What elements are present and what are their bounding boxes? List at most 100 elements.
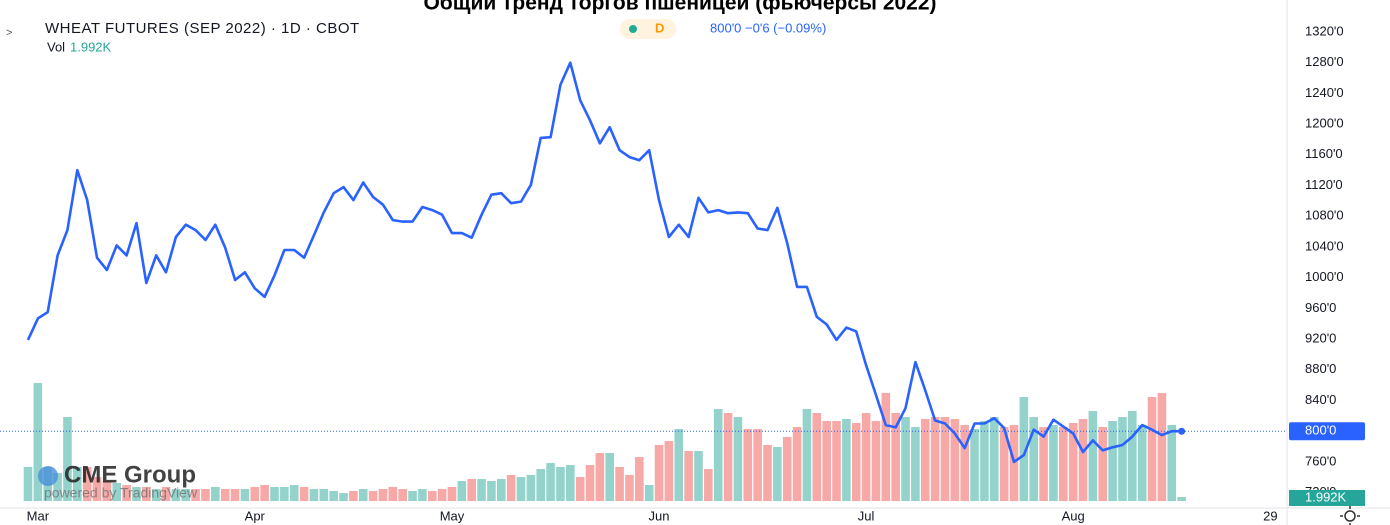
price-label-box bbox=[1289, 422, 1365, 441]
volume-bar bbox=[1137, 425, 1147, 501]
volume-layer bbox=[23, 383, 1186, 501]
volume-bar bbox=[763, 445, 772, 501]
volume-bar bbox=[161, 487, 171, 501]
volume-bar bbox=[595, 453, 605, 501]
volume-bar bbox=[635, 457, 644, 501]
volume-bar bbox=[950, 419, 960, 501]
volume-bar bbox=[1118, 417, 1127, 501]
x-tick-label: May bbox=[440, 508, 465, 523]
volume-bar bbox=[211, 487, 220, 501]
volume-bar bbox=[980, 421, 989, 501]
volume-bar bbox=[427, 491, 437, 501]
y-tick-label: 1000'0 bbox=[1305, 269, 1344, 284]
volume-bar bbox=[506, 475, 516, 501]
symbol: WHEAT FUTURES (SEP 2022) · 1D · CBOT bbox=[45, 20, 360, 37]
vol-value: 1.992K bbox=[70, 39, 112, 54]
volume-bar bbox=[171, 489, 181, 501]
y-tick-label: 920'0 bbox=[1305, 331, 1336, 346]
volume-bar bbox=[861, 413, 871, 501]
volume-bar bbox=[1177, 497, 1186, 501]
volume-bar bbox=[970, 429, 979, 501]
volume-bar bbox=[851, 423, 861, 501]
volume-bar bbox=[644, 485, 654, 501]
volume-bar bbox=[615, 467, 624, 501]
volume-label: 1.992K bbox=[1305, 489, 1347, 504]
volume-bar bbox=[920, 419, 930, 501]
volume-bar bbox=[1049, 425, 1058, 501]
volume-bar bbox=[516, 477, 526, 501]
x-tick-label: Jul bbox=[858, 508, 875, 523]
volume-bar bbox=[63, 417, 72, 501]
volume-bar bbox=[122, 485, 131, 501]
volume-bar bbox=[191, 489, 200, 501]
volume-bar bbox=[467, 479, 476, 501]
volume-bar bbox=[901, 417, 910, 501]
y-tick-label: 1320'0 bbox=[1305, 23, 1344, 38]
volume-bar bbox=[713, 409, 723, 501]
volume-bar bbox=[891, 413, 900, 501]
y-tick-label: 1080'0 bbox=[1305, 208, 1344, 223]
volume-bar bbox=[625, 475, 634, 501]
volume-bar bbox=[201, 489, 210, 501]
volume-bar bbox=[822, 421, 831, 501]
volume-bar bbox=[585, 465, 595, 501]
volume-bar bbox=[358, 489, 368, 501]
volume-bar bbox=[1157, 393, 1167, 501]
volume-bar bbox=[102, 481, 112, 501]
volume-bar bbox=[575, 477, 585, 501]
volume-bar bbox=[23, 467, 33, 501]
vol-name: Vol bbox=[47, 39, 65, 54]
volume-bar bbox=[871, 421, 881, 501]
powered-text: powered by TradingView bbox=[44, 485, 198, 501]
volume-bar bbox=[477, 479, 486, 501]
volume-bar bbox=[881, 393, 891, 501]
volume-bar bbox=[694, 451, 703, 501]
settings-icon[interactable] bbox=[1340, 506, 1360, 525]
volume-bar bbox=[674, 429, 684, 501]
volume-bar bbox=[1059, 427, 1068, 501]
volume-bar bbox=[230, 489, 240, 501]
volume-bar bbox=[1098, 427, 1108, 501]
price-layer bbox=[0, 61, 1287, 464]
side-toggle[interactable]: > bbox=[6, 27, 12, 39]
volume-bar bbox=[220, 489, 230, 501]
volume-bar bbox=[112, 483, 122, 501]
volume-label-box bbox=[1289, 490, 1365, 506]
quote: 800'0 −0'6 (−0.09%) bbox=[710, 20, 826, 35]
volume-bar bbox=[743, 429, 753, 501]
chart-title: Общий тренд торгов пшеницей (фьючерсы 20… bbox=[423, 0, 936, 15]
y-tick-label: 1120'0 bbox=[1305, 177, 1343, 192]
volume-bar bbox=[408, 491, 417, 501]
y-tick-label: 880'0 bbox=[1305, 361, 1336, 376]
volume-bar bbox=[842, 419, 851, 501]
badge: D bbox=[655, 20, 664, 35]
volume-bar bbox=[1029, 417, 1039, 501]
y-tick-label: 1200'0 bbox=[1305, 116, 1344, 131]
volume-bar bbox=[723, 413, 733, 501]
last-point bbox=[1178, 427, 1186, 435]
status-dot bbox=[629, 25, 637, 33]
volume-bar bbox=[92, 477, 102, 501]
volume-bar bbox=[556, 467, 565, 501]
volume-bar bbox=[378, 489, 388, 501]
volume-bar bbox=[398, 489, 407, 501]
volume-bar bbox=[280, 487, 289, 501]
volume-bar bbox=[368, 491, 378, 501]
x-tick-label: Jun bbox=[649, 508, 670, 523]
volume-bar bbox=[487, 481, 496, 501]
volume-bar bbox=[1128, 411, 1137, 501]
volume-bar bbox=[289, 485, 299, 501]
volume-bar bbox=[319, 489, 329, 501]
volume-bar bbox=[132, 487, 141, 501]
volume-bar bbox=[536, 469, 546, 501]
volume-bar bbox=[418, 489, 427, 501]
volume-bar bbox=[832, 421, 841, 501]
volume-bar bbox=[782, 437, 792, 501]
y-tick-label: 1160'0 bbox=[1305, 146, 1343, 161]
y-tick-label: 760'0 bbox=[1305, 453, 1336, 468]
volume-bar bbox=[566, 465, 575, 501]
volume-bar bbox=[457, 481, 467, 501]
volume-bar bbox=[989, 417, 999, 501]
volume-bar bbox=[1167, 425, 1177, 501]
volume-bar bbox=[496, 479, 506, 501]
